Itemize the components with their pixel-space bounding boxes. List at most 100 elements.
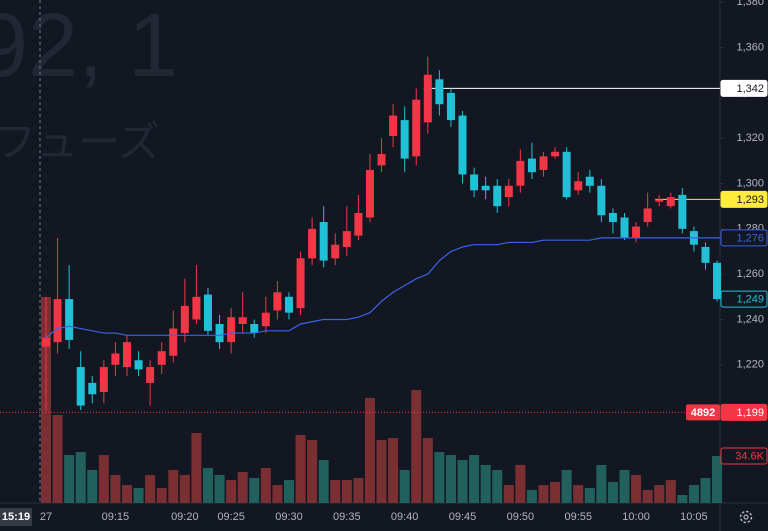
price-tag-box bbox=[686, 404, 720, 421]
volume-bar bbox=[52, 414, 63, 503]
candle-body bbox=[666, 197, 675, 207]
candle-body bbox=[551, 151, 560, 157]
candle-body bbox=[643, 208, 652, 223]
volume-bar bbox=[156, 488, 167, 503]
x-tick-label: 10:00 bbox=[622, 511, 650, 523]
candle-body bbox=[678, 194, 687, 229]
candle-body bbox=[227, 317, 236, 343]
x-tick-label: 09:25 bbox=[217, 511, 245, 523]
watermark-symbol: 92, 1 bbox=[0, 0, 178, 96]
volume-bar bbox=[445, 455, 456, 503]
volume-bar bbox=[364, 397, 375, 503]
candle-body bbox=[331, 244, 340, 259]
volume-bar bbox=[214, 475, 225, 503]
volume-bar bbox=[87, 469, 98, 503]
crosshair-time: 15:19 bbox=[2, 511, 30, 523]
x-tick-label: 09:40 bbox=[391, 511, 419, 523]
y-tick-label: 1,360 bbox=[736, 41, 764, 53]
last-price-box bbox=[720, 290, 768, 308]
gear-inner[interactable] bbox=[743, 514, 749, 520]
candle-body bbox=[620, 217, 629, 238]
crosshair-time-box bbox=[0, 508, 32, 526]
candle-body bbox=[446, 92, 455, 121]
volume-bar bbox=[469, 455, 480, 503]
candle-body bbox=[539, 156, 548, 170]
candle-body bbox=[273, 292, 282, 311]
candle-body bbox=[342, 231, 351, 247]
volume-bar bbox=[480, 464, 491, 503]
volume-bar bbox=[573, 485, 584, 503]
y-tick-label: 1,320 bbox=[736, 132, 764, 144]
candle-body bbox=[504, 185, 513, 198]
volume-bar bbox=[550, 481, 561, 503]
candle-body bbox=[458, 115, 467, 175]
volume-bar bbox=[607, 481, 618, 503]
candle-body bbox=[585, 176, 594, 186]
candle-body bbox=[597, 185, 606, 216]
candle-body bbox=[701, 246, 710, 263]
volume-bar bbox=[307, 439, 318, 503]
x-tick-label: 27 bbox=[40, 511, 52, 523]
settings-icon[interactable] bbox=[739, 510, 753, 524]
volume-bar bbox=[526, 489, 537, 503]
candle-body bbox=[65, 299, 74, 340]
gear-outer[interactable] bbox=[739, 510, 753, 524]
volume-bar bbox=[388, 438, 399, 503]
candle-body bbox=[574, 181, 583, 191]
price-line-label: 1,342 bbox=[736, 83, 764, 95]
candle-body bbox=[527, 158, 536, 173]
candle-body bbox=[516, 160, 525, 186]
candle-body bbox=[389, 115, 398, 136]
volume-bar bbox=[411, 389, 422, 503]
volume-bar bbox=[353, 477, 364, 503]
x-tick-label: 09:35 bbox=[333, 511, 361, 523]
candle-body bbox=[470, 174, 479, 191]
watermark-name: フューズ bbox=[0, 118, 160, 167]
volume-bar bbox=[295, 435, 306, 503]
volume-bar bbox=[561, 469, 572, 503]
volume-bar bbox=[98, 455, 109, 503]
y-tick-label: 1,260 bbox=[736, 268, 764, 280]
volume-bar bbox=[619, 469, 630, 503]
candle-body bbox=[146, 367, 155, 383]
volume-bar bbox=[330, 480, 341, 503]
candle-body bbox=[157, 351, 166, 365]
volume-bar bbox=[515, 464, 526, 503]
volume-bar bbox=[688, 485, 699, 503]
candle-body bbox=[192, 296, 201, 320]
candle-body bbox=[261, 312, 270, 327]
y-tick-label: 1,220 bbox=[736, 359, 764, 371]
x-tick-label: 09:45 bbox=[449, 511, 477, 523]
volume-bar bbox=[422, 438, 433, 503]
x-tick-label: 09:30 bbox=[275, 511, 303, 523]
y-tick-label: 1,240 bbox=[736, 313, 764, 325]
candle-body bbox=[180, 305, 189, 334]
candle-body bbox=[42, 337, 50, 347]
candle-body bbox=[632, 226, 641, 238]
candle-body bbox=[296, 258, 305, 309]
candle-body bbox=[88, 382, 97, 395]
candle-body bbox=[53, 299, 62, 343]
candle-body bbox=[481, 185, 490, 191]
candle-body bbox=[215, 324, 224, 343]
candle-body bbox=[400, 120, 409, 159]
volume-bar bbox=[237, 472, 248, 503]
candle-body bbox=[354, 212, 363, 236]
candle-body bbox=[122, 342, 131, 368]
volume-bar bbox=[145, 475, 156, 503]
candle-body bbox=[377, 154, 386, 166]
volume-bar bbox=[260, 467, 271, 503]
price-line-box bbox=[720, 79, 768, 97]
volume-bar bbox=[712, 455, 723, 503]
candle-body bbox=[412, 99, 421, 157]
price-line-label: 1,293 bbox=[736, 194, 764, 206]
candle-body bbox=[76, 367, 85, 406]
volume-bar bbox=[168, 469, 179, 503]
candle-body bbox=[713, 262, 722, 300]
candle-body bbox=[134, 360, 143, 370]
volume-label: 34.6K bbox=[735, 450, 764, 462]
volume-bar bbox=[179, 475, 190, 503]
vwap-box bbox=[720, 229, 768, 247]
